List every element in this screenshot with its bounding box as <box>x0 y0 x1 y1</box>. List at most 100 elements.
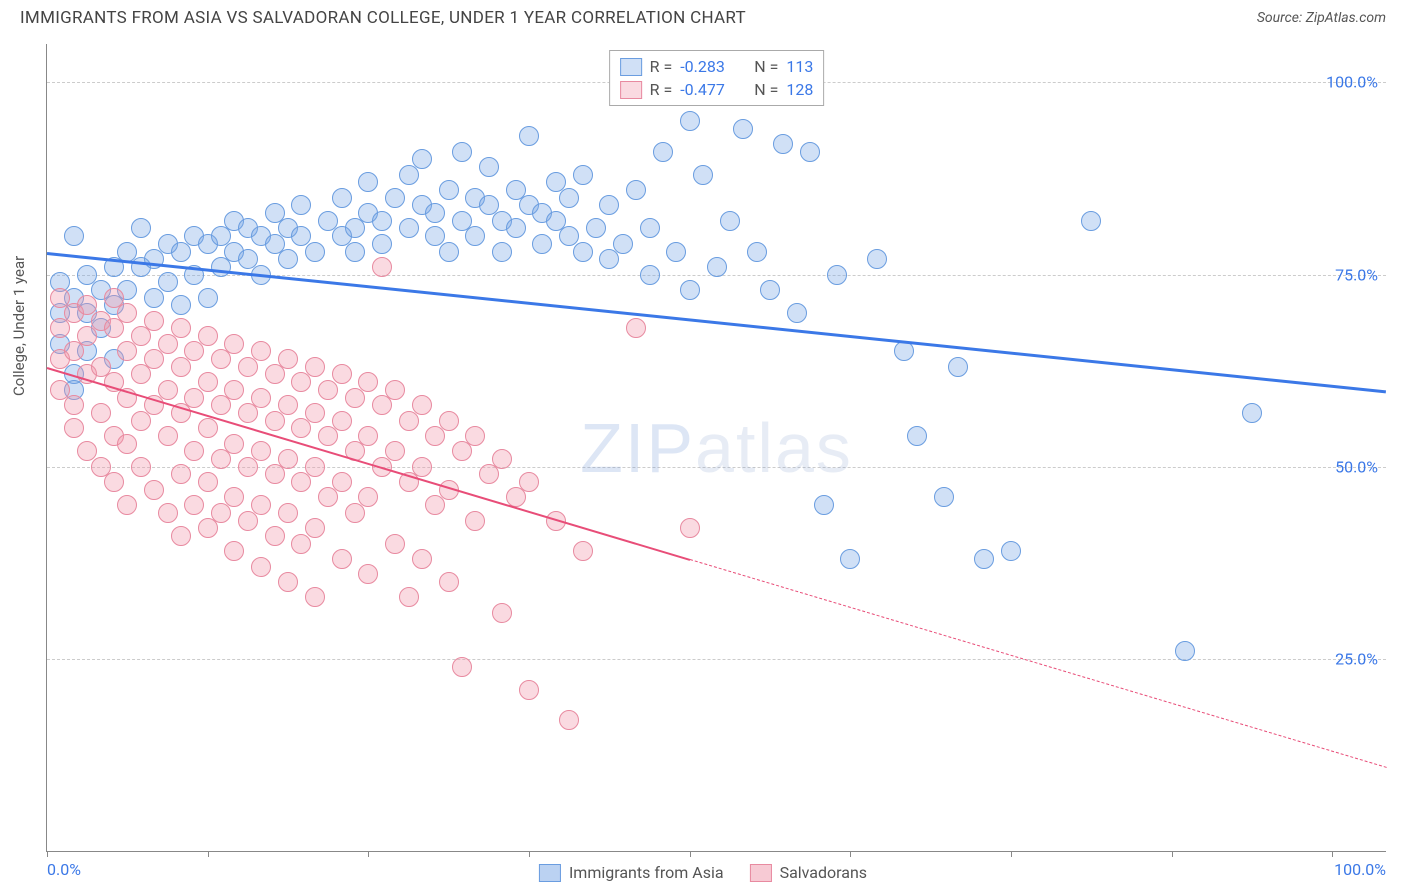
scatter-point <box>104 472 124 492</box>
scatter-point <box>372 257 392 277</box>
scatter-point <box>733 119 753 139</box>
scatter-point <box>251 441 271 461</box>
scatter-point <box>278 503 298 523</box>
legend-item: Immigrants from Asia <box>539 863 724 882</box>
scatter-point <box>640 265 660 285</box>
scatter-point <box>653 142 673 162</box>
scatter-point <box>599 195 619 215</box>
scatter-point <box>251 557 271 577</box>
scatter-point <box>251 495 271 515</box>
scatter-point <box>64 226 84 246</box>
scatter-point <box>773 134 793 154</box>
scatter-point <box>171 464 191 484</box>
scatter-point <box>559 710 579 730</box>
n-value: 113 <box>786 57 813 76</box>
scatter-point <box>64 418 84 438</box>
y-axis-label: College, Under 1 year <box>10 256 28 396</box>
scatter-point <box>412 549 432 569</box>
r-value: -0.477 <box>680 80 740 99</box>
chart-title: IMMIGRANTS FROM ASIA VS SALVADORAN COLLE… <box>20 8 746 28</box>
scatter-point <box>439 572 459 592</box>
scatter-point <box>465 226 485 246</box>
x-tick-mark <box>368 851 369 857</box>
scatter-point <box>492 449 512 469</box>
scatter-point <box>1001 541 1021 561</box>
correlation-legend: R =-0.283N =113R =-0.477N =128 <box>609 50 825 106</box>
scatter-point <box>439 242 459 262</box>
scatter-point <box>171 526 191 546</box>
x-tick-mark <box>690 851 691 857</box>
scatter-point <box>144 480 164 500</box>
y-tick-label: 25.0% <box>1335 649 1378 668</box>
scatter-point <box>278 249 298 269</box>
y-tick-label: 50.0% <box>1335 457 1378 476</box>
scatter-point <box>867 249 887 269</box>
scatter-point <box>840 549 860 569</box>
scatter-point <box>412 395 432 415</box>
scatter-point <box>385 188 405 208</box>
scatter-point <box>399 587 419 607</box>
scatter-point <box>184 441 204 461</box>
scatter-point <box>934 487 954 507</box>
scatter-point <box>251 388 271 408</box>
n-label: N = <box>754 80 778 99</box>
scatter-point <box>305 518 325 538</box>
scatter-point <box>814 495 834 515</box>
scatter-point <box>519 680 539 700</box>
scatter-point <box>184 495 204 515</box>
scatter-point <box>492 603 512 623</box>
scatter-point <box>198 418 218 438</box>
scatter-point <box>425 203 445 223</box>
scatter-point <box>171 318 191 338</box>
scatter-point <box>224 487 244 507</box>
scatter-point <box>332 411 352 431</box>
scatter-point <box>144 311 164 331</box>
scatter-point <box>439 180 459 200</box>
scatter-point <box>412 149 432 169</box>
watermark: ZIPatlas <box>580 408 853 488</box>
scatter-point <box>158 426 178 446</box>
scatter-point <box>559 188 579 208</box>
scatter-point <box>358 172 378 192</box>
scatter-point <box>948 357 968 377</box>
scatter-point <box>332 364 352 384</box>
scatter-point <box>358 372 378 392</box>
scatter-point <box>894 341 914 361</box>
scatter-point <box>479 157 499 177</box>
scatter-point <box>412 457 432 477</box>
scatter-point <box>680 111 700 131</box>
scatter-point <box>332 188 352 208</box>
r-value: -0.283 <box>680 57 740 76</box>
x-tick-mark <box>47 851 48 857</box>
legend-row: R =-0.283N =113 <box>620 55 814 78</box>
scatter-point <box>305 587 325 607</box>
scatter-point <box>358 426 378 446</box>
scatter-point <box>158 503 178 523</box>
legend-swatch <box>620 81 642 99</box>
scatter-point <box>198 372 218 392</box>
scatter-point <box>974 549 994 569</box>
scatter-point <box>532 234 552 254</box>
scatter-point <box>907 426 927 446</box>
scatter-point <box>265 526 285 546</box>
scatter-point <box>586 218 606 238</box>
scatter-point <box>224 334 244 354</box>
scatter-point <box>680 518 700 538</box>
scatter-point <box>372 234 392 254</box>
scatter-point <box>131 218 151 238</box>
scatter-point <box>519 472 539 492</box>
scatter-point <box>760 280 780 300</box>
scatter-point <box>64 395 84 415</box>
r-label: R = <box>650 80 673 99</box>
x-tick-label: 0.0% <box>47 860 81 879</box>
scatter-point <box>198 288 218 308</box>
scatter-point <box>117 434 137 454</box>
scatter-point <box>278 572 298 592</box>
scatter-point <box>640 218 660 238</box>
x-tick-mark <box>208 851 209 857</box>
x-tick-mark <box>1172 851 1173 857</box>
scatter-point <box>452 657 472 677</box>
scatter-point <box>358 564 378 584</box>
scatter-point <box>506 218 526 238</box>
x-tick-mark <box>1332 851 1333 857</box>
